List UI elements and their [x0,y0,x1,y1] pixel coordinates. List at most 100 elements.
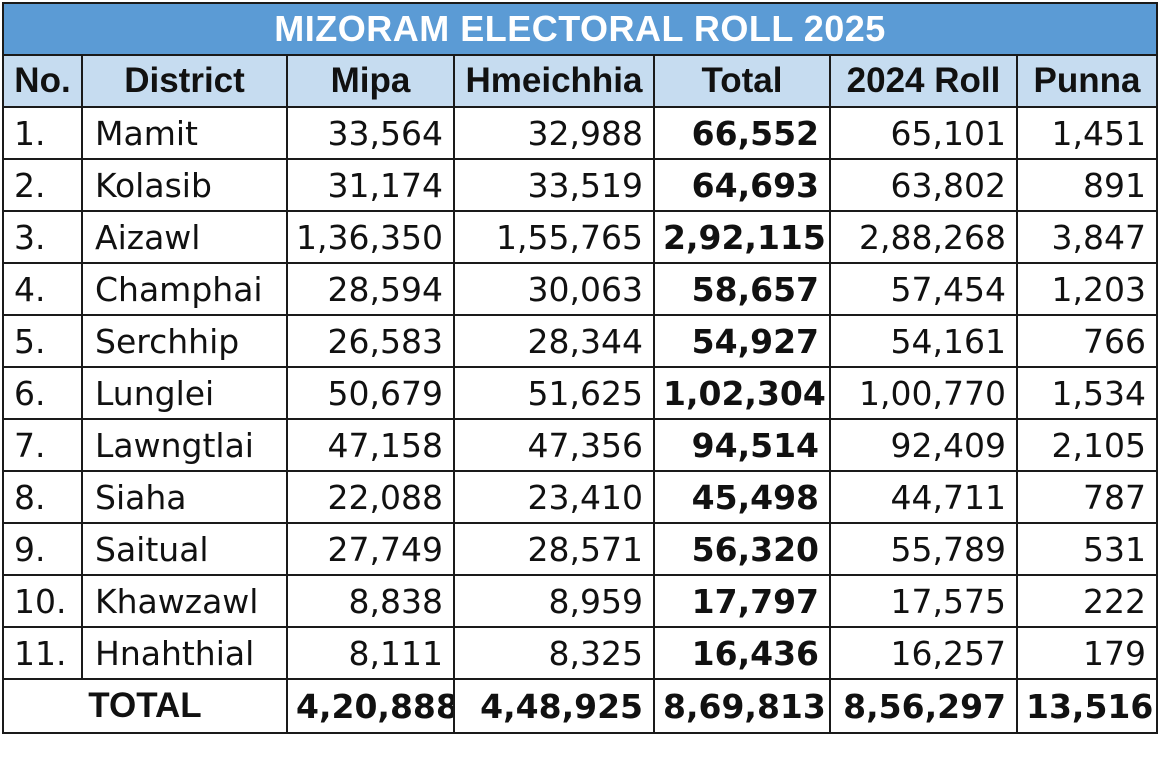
cell-total: 45,498 [653,470,831,524]
cell-district: Khawzawl [81,574,288,628]
cell-district: Mamit [81,106,288,160]
cell-mipa: 31,174 [286,158,455,212]
header-hmeichhia: Hmeichhia [453,54,655,108]
cell-mipa: 1,36,350 [286,210,455,264]
table-row: 11. Hnahthial 8,111 8,325 16,436 16,257 179 [2,626,1159,680]
cell-hmeichhia: 30,063 [453,262,655,316]
cell-2024-roll: 55,789 [829,522,1018,576]
table-row: 9. Saitual 27,749 28,571 56,320 55,789 531 [2,522,1159,576]
cell-no: 10. [2,574,83,628]
header-row: No. District Mipa Hmeichhia Total 2024 R… [2,54,1159,108]
cell-2024-roll: 1,00,770 [829,366,1018,420]
table-row: 3. Aizawl 1,36,350 1,55,765 2,92,115 2,88,268… [2,210,1159,264]
cell-hmeichhia: 1,55,765 [453,210,655,264]
cell-hmeichhia: 32,988 [453,106,655,160]
header-no: No. [2,54,83,108]
cell-no: 6. [2,366,83,420]
total-row: TOTAL 4,20,888 4,48,925 8,69,813 8,56,29… [2,678,1159,734]
cell-punna: 1,451 [1015,106,1159,160]
cell-punna: 3,847 [1015,210,1159,264]
cell-2024-roll: 57,454 [829,262,1018,316]
cell-mipa: 22,088 [286,470,455,524]
cell-no: 2. [2,158,83,212]
table-title: MIZORAM ELECTORAL ROLL 2025 [1,2,1159,56]
cell-mipa: 50,679 [286,366,455,420]
cell-punna: 1,534 [1015,366,1159,420]
total-label: TOTAL [2,678,288,734]
cell-punna: 787 [1015,470,1159,524]
cell-no: 4. [2,262,83,316]
cell-total: 64,693 [653,158,831,212]
cell-district: Saitual [81,522,288,576]
cell-no: 9. [2,522,83,576]
cell-district: Kolasib [81,158,288,212]
cell-2024-roll: 16,257 [829,626,1018,680]
cell-total: 17,797 [653,574,831,628]
table-row: 2. Kolasib 31,174 33,519 64,693 63,802 891 [2,158,1159,212]
total-2024-roll: 8,56,297 [829,678,1018,734]
cell-total: 1,02,304 [653,366,831,420]
header-2024-roll: 2024 Roll [829,54,1018,108]
cell-district: Champhai [81,262,288,316]
cell-total: 56,320 [653,522,831,576]
cell-mipa: 8,838 [286,574,455,628]
cell-hmeichhia: 33,519 [453,158,655,212]
table-body: 1. Mamit 33,564 32,988 66,552 65,101 1,451 2. Ko… [2,106,1159,734]
cell-district: Hnahthial [81,626,288,680]
table-row: 10. Khawzawl 8,838 8,959 17,797 17,575 222 [2,574,1159,628]
cell-no: 7. [2,418,83,472]
header-mipa: Mipa [286,54,455,108]
cell-hmeichhia: 28,344 [453,314,655,368]
cell-2024-roll: 17,575 [829,574,1018,628]
cell-punna: 766 [1015,314,1159,368]
cell-mipa: 26,583 [286,314,455,368]
cell-hmeichhia: 8,325 [453,626,655,680]
cell-hmeichhia: 8,959 [453,574,655,628]
cell-total: 54,927 [653,314,831,368]
header-district: District [81,54,288,108]
electoral-roll-table-container: MIZORAM ELECTORAL ROLL 2025 No. District… [1,2,1159,734]
cell-hmeichhia: 47,356 [453,418,655,472]
cell-punna: 179 [1015,626,1159,680]
total-hmeichhia: 4,48,925 [453,678,655,734]
cell-mipa: 28,594 [286,262,455,316]
cell-punna: 891 [1015,158,1159,212]
cell-punna: 2,105 [1015,418,1159,472]
cell-district: Aizawl [81,210,288,264]
table-row: 5. Serchhip 26,583 28,344 54,927 54,161 766 [2,314,1159,368]
title-row: MIZORAM ELECTORAL ROLL 2025 [1,2,1159,56]
cell-2024-roll: 54,161 [829,314,1018,368]
cell-mipa: 47,158 [286,418,455,472]
cell-2024-roll: 44,711 [829,470,1018,524]
electoral-roll-table: MIZORAM ELECTORAL ROLL 2025 No. District… [1,2,1159,734]
cell-district: Serchhip [81,314,288,368]
cell-hmeichhia: 51,625 [453,366,655,420]
cell-no: 5. [2,314,83,368]
table-row: 4. Champhai 28,594 30,063 58,657 57,454 1,203 [2,262,1159,316]
cell-no: 11. [2,626,83,680]
header-punna: Punna [1015,54,1159,108]
cell-2024-roll: 2,88,268 [829,210,1018,264]
cell-district: Lawngtlai [81,418,288,472]
cell-district: Lunglei [81,366,288,420]
cell-mipa: 33,564 [286,106,455,160]
cell-total: 16,436 [653,626,831,680]
cell-mipa: 8,111 [286,626,455,680]
cell-no: 3. [2,210,83,264]
header-total: Total [653,54,831,108]
table-row: 8. Siaha 22,088 23,410 45,498 44,711 787 [2,470,1159,524]
cell-hmeichhia: 23,410 [453,470,655,524]
total-punna: 13,516 [1015,678,1159,734]
cell-hmeichhia: 28,571 [453,522,655,576]
cell-no: 8. [2,470,83,524]
cell-2024-roll: 63,802 [829,158,1018,212]
total-total: 8,69,813 [653,678,831,734]
cell-2024-roll: 92,409 [829,418,1018,472]
cell-mipa: 27,749 [286,522,455,576]
total-mipa: 4,20,888 [286,678,455,734]
cell-2024-roll: 65,101 [829,106,1018,160]
cell-total: 2,92,115 [653,210,831,264]
table-row: 7. Lawngtlai 47,158 47,356 94,514 92,409 2,105 [2,418,1159,472]
cell-punna: 1,203 [1015,262,1159,316]
table-row: 1. Mamit 33,564 32,988 66,552 65,101 1,451 [2,106,1159,160]
